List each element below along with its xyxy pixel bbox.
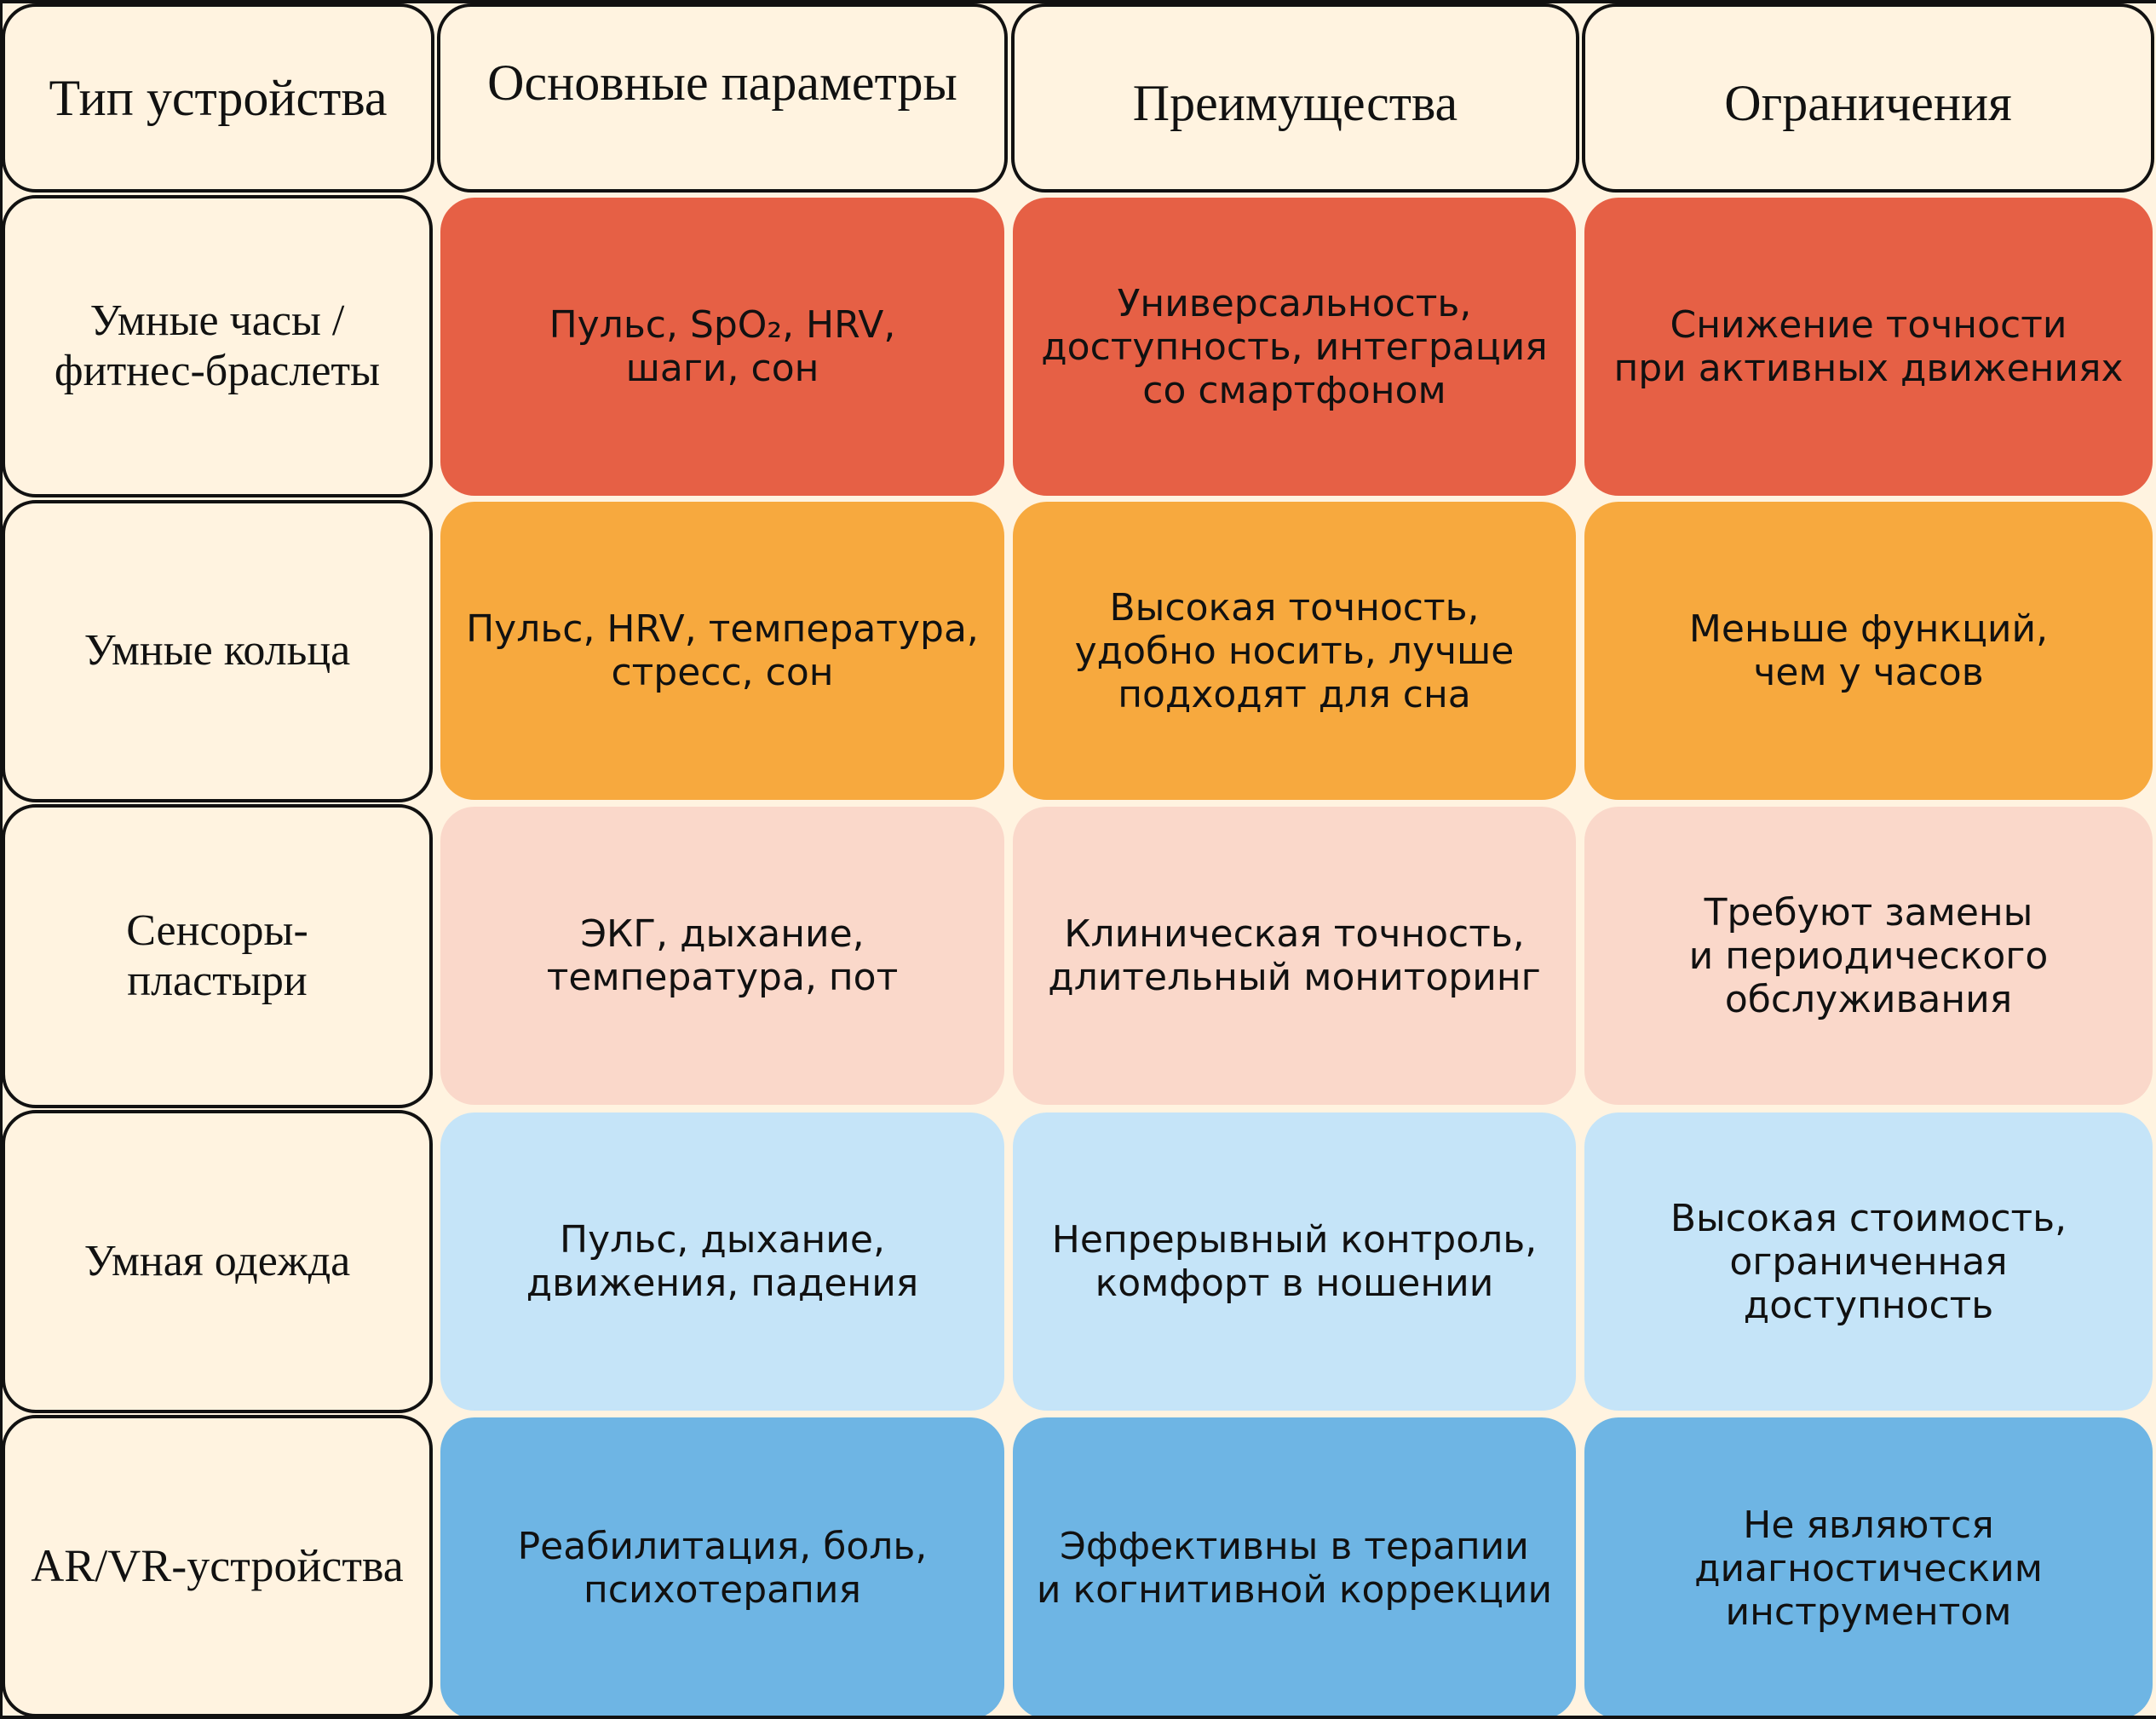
row-header-smart-rings: Умные кольца bbox=[2, 500, 433, 802]
cell-advantages: Клиническая точность, длительный монитор… bbox=[1013, 807, 1576, 1105]
cell-parameters: Пульс, SpO₂, HRV, шаги, сон bbox=[440, 198, 1004, 496]
cell-parameters: Реабилитация, боль, психотерапия bbox=[440, 1417, 1004, 1719]
cell-text: Эффективны в терапии и когнитивной корре… bbox=[1036, 1525, 1553, 1612]
header-label: Ограничения bbox=[1724, 75, 2012, 131]
cell-text: Пульс, HRV, температура, стресс, сон bbox=[466, 607, 979, 694]
row-header-smartwatch: Умные часы / фитнес-браслеты bbox=[2, 195, 433, 497]
bottom-border bbox=[0, 1716, 2156, 1719]
row-header-ar-vr: AR/VR-устройства bbox=[2, 1415, 433, 1717]
cell-advantages: Универсальность, доступность, интеграция… bbox=[1013, 198, 1576, 496]
row-header-smart-clothing: Умная одежда bbox=[2, 1110, 433, 1413]
cell-limitations: Снижение точности при активных движениях bbox=[1584, 198, 2153, 496]
header-parameters: Основные параметры bbox=[437, 3, 1008, 193]
cell-text: Клиническая точность, длительный монитор… bbox=[1048, 912, 1541, 999]
cell-text: Непрерывный контроль, комфорт в ношении bbox=[1051, 1218, 1538, 1305]
top-border bbox=[0, 0, 2156, 3]
cell-text: Пульс, SpO₂, HRV, шаги, сон bbox=[549, 303, 896, 390]
cell-limitations: Не являются диагностическим инструментом bbox=[1584, 1417, 2153, 1719]
header-advantages: Преимущества bbox=[1011, 3, 1579, 193]
cell-text: Реабилитация, боль, психотерапия bbox=[517, 1525, 928, 1612]
cell-text: Меньше функций, чем у часов bbox=[1688, 607, 2049, 694]
cell-text: Пульс, дыхание, движения, падения bbox=[526, 1218, 919, 1305]
cell-advantages: Эффективны в терапии и когнитивной корре… bbox=[1013, 1417, 1576, 1719]
row-label: Умные кольца bbox=[83, 626, 351, 676]
cell-limitations: Меньше функций, чем у часов bbox=[1584, 502, 2153, 800]
cell-limitations: Высокая стоимость, ограниченная доступно… bbox=[1584, 1112, 2153, 1411]
row-label: Умные часы / фитнес-браслеты bbox=[54, 296, 381, 395]
cell-text: Не являются диагностическим инструментом bbox=[1694, 1503, 2043, 1634]
cell-advantages: Непрерывный контроль, комфорт в ношении bbox=[1013, 1112, 1576, 1411]
cell-parameters: Пульс, HRV, температура, стресс, сон bbox=[440, 502, 1004, 800]
left-border bbox=[0, 0, 3, 1719]
header-device-type: Тип устройства bbox=[2, 3, 434, 193]
cell-text: Требуют замены и периодического обслужив… bbox=[1688, 890, 2049, 1021]
cell-parameters: ЭКГ, дыхание, температура, пот bbox=[440, 807, 1004, 1105]
header-limitations: Ограничения bbox=[1582, 3, 2154, 193]
row-label: AR/VR-устройства bbox=[31, 1540, 404, 1592]
header-label: Преимущества bbox=[1132, 75, 1458, 131]
cell-text: Универсальность, доступность, интеграция… bbox=[1041, 281, 1548, 412]
cell-parameters: Пульс, дыхание, движения, падения bbox=[440, 1112, 1004, 1411]
row-header-patch-sensors: Сенсоры- пластыри bbox=[2, 804, 433, 1108]
row-label: Умная одежда bbox=[83, 1236, 351, 1285]
cell-advantages: Высокая точность, удобно носить, лучше п… bbox=[1013, 502, 1576, 800]
header-label: Тип устройства bbox=[49, 70, 388, 126]
cell-limitations: Требуют замены и периодического обслужив… bbox=[1584, 807, 2153, 1105]
cell-text: Высокая точность, удобно носить, лучше п… bbox=[1074, 585, 1515, 716]
cell-text: Высокая стоимость, ограниченная доступно… bbox=[1670, 1196, 2067, 1327]
cell-text: ЭКГ, дыхание, температура, пот bbox=[546, 912, 899, 999]
row-label: Сенсоры- пластыри bbox=[126, 906, 308, 1005]
header-label: Основные параметры bbox=[487, 55, 957, 111]
cell-text: Снижение точности при активных движениях bbox=[1613, 303, 2124, 390]
